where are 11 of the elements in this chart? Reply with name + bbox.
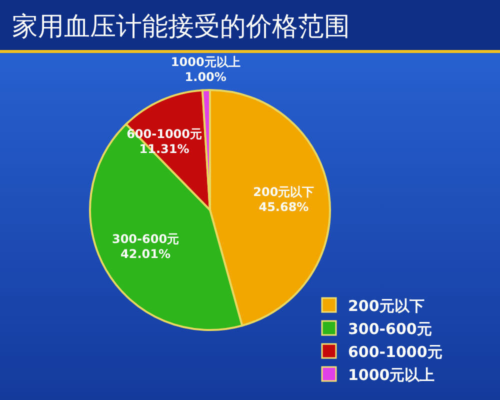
data-label: 45.68%	[258, 200, 309, 214]
legend-label: 200元以下	[348, 297, 424, 315]
slice-label: 1000元以上	[170, 55, 240, 70]
slice-label: 300-600元	[112, 232, 180, 246]
slice-label: 200元以下	[253, 184, 314, 199]
data-label: 1.00%	[184, 70, 226, 84]
legend-label: 1000元以上	[348, 366, 435, 384]
legend-label: 600-1000元	[348, 343, 442, 361]
data-label: 42.01%	[120, 247, 171, 262]
legend-label: 300-600元	[348, 320, 432, 338]
chart-title: 家用血压计能接受的价格范围	[12, 12, 350, 42]
